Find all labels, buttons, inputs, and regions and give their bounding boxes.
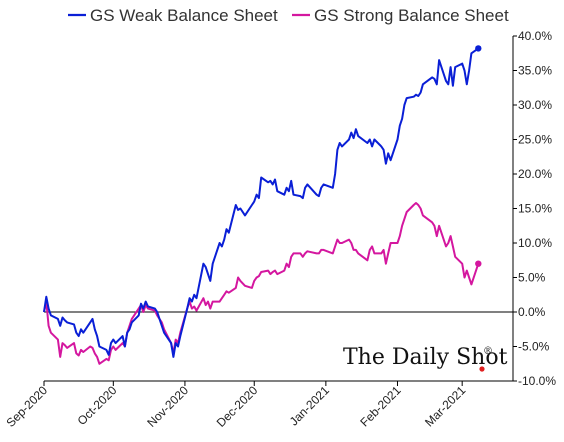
y-tick-label: 30.0% (518, 98, 552, 112)
watermark-dot (479, 366, 485, 372)
x-tick-label: Nov-2020 (144, 383, 191, 430)
y-tick-label: 40.0% (518, 29, 552, 43)
x-tick-label: Dec-2020 (214, 383, 261, 430)
y-tick-label: 25.0% (518, 133, 552, 147)
x-tick-label: Oct-2020 (75, 383, 120, 428)
chart-legend: GS Weak Balance Sheet GS Strong Balance … (68, 6, 509, 25)
y-tick-label: 15.0% (518, 202, 552, 216)
watermark-text: The Daily Shot (343, 345, 508, 370)
y-tick-label: -5.0% (518, 340, 550, 354)
series-line-weak-balance-sheet (43, 47, 479, 358)
series-line-strong-balance-sheet (43, 202, 480, 365)
legend-label-weak: GS Weak Balance Sheet (90, 6, 278, 25)
watermark-registered: ® (483, 346, 493, 357)
y-tick-label: 20.0% (518, 167, 552, 181)
x-tick-label: Mar-2021 (422, 383, 468, 429)
legend-label-strong: GS Strong Balance Sheet (314, 6, 509, 25)
y-tick-label: -10.0% (518, 374, 556, 388)
x-axis-ticks: Sep-2020 Oct-2020 Nov-2020 Dec-2020 Jan-2021… (3, 381, 469, 430)
watermark-logo: The Daily Shot ® (343, 345, 508, 372)
plot-area (44, 36, 514, 382)
series-end-marker-strong (475, 260, 482, 267)
x-tick-label: Jan-2021 (287, 383, 333, 429)
y-tick-label: 0.0% (518, 305, 546, 319)
x-tick-label: Sep-2020 (3, 383, 50, 430)
y-axis-ticks: -10.0% -5.0% 0.0% 5.0% 10.0% 15.0% 20.0% 25.0% 3… (513, 29, 556, 388)
series-end-marker-weak (475, 45, 482, 52)
y-tick-label: 35.0% (518, 64, 552, 78)
series-layer (43, 45, 482, 365)
y-tick-label: 10.0% (518, 236, 552, 250)
y-tick-label: 5.0% (518, 271, 546, 285)
x-tick-label: Feb-2021 (357, 383, 403, 429)
